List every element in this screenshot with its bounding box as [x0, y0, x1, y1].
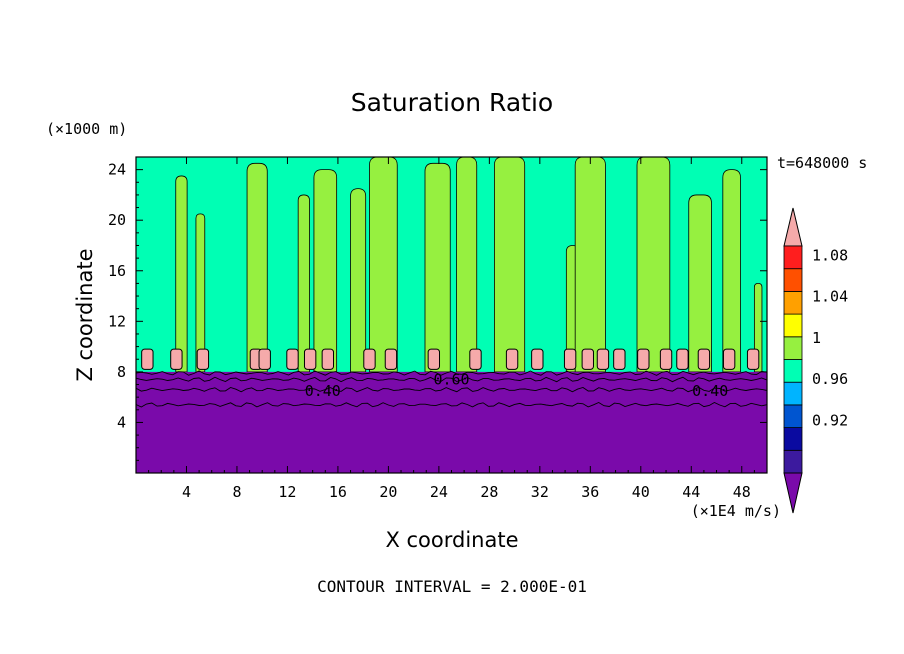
chart-title: Saturation Ratio	[351, 88, 553, 117]
x-tick-label: 24	[430, 483, 448, 501]
contour-label: 0.40	[692, 382, 728, 400]
plume-region	[175, 175, 188, 373]
y-tick-label: 8	[117, 363, 126, 381]
plume-region	[350, 188, 367, 373]
cap-region	[384, 348, 398, 370]
cap-region	[196, 348, 210, 370]
cap-region	[637, 348, 650, 370]
cap-region	[613, 348, 626, 370]
contour-line	[136, 386, 767, 393]
contour-label: 0.40	[305, 382, 341, 400]
colorbar-segment	[783, 381, 803, 406]
contour-line	[136, 401, 767, 408]
cap-region	[505, 348, 519, 370]
colorbar-segment	[783, 427, 803, 451]
cap-region	[469, 348, 482, 370]
contour-interval-note: CONTOUR INTERVAL = 2.000E-01	[317, 577, 587, 596]
cap-region	[141, 348, 154, 370]
y-axis-label: Z coordinate	[73, 248, 97, 381]
x-tick-label: 16	[329, 483, 347, 501]
colorbar-segment	[783, 290, 803, 315]
plume-region	[424, 162, 451, 373]
y-tick-label: 24	[108, 161, 126, 179]
x-tick-label: 32	[531, 483, 549, 501]
x-tick-label: 4	[182, 483, 191, 501]
plume-region	[688, 194, 712, 373]
cap-region	[303, 348, 317, 370]
colorbar-tick-label: 1	[812, 329, 821, 347]
cap-region	[321, 348, 335, 370]
cap-region	[170, 348, 183, 370]
cap-region	[258, 348, 271, 370]
plume-region	[574, 157, 606, 373]
x-tick-label: 28	[480, 483, 498, 501]
time-label: t=648000 s	[777, 154, 867, 172]
cap-region	[286, 348, 299, 370]
plume-region	[297, 194, 310, 373]
x-axis-label: X coordinate	[385, 528, 518, 552]
colorbar-tick-label: 1.04	[812, 288, 848, 306]
colorbar-tick-label: 0.96	[812, 370, 848, 388]
cap-region	[676, 348, 689, 370]
contour-line	[136, 370, 767, 376]
colorbar: 0.92 0.96 1 1.04 1.08	[783, 207, 848, 514]
cap-region	[722, 348, 736, 370]
cap-region	[363, 348, 376, 370]
colorbar-under-arrow	[783, 472, 803, 514]
x-tick-label: 12	[278, 483, 296, 501]
x-tick-label: 44	[682, 483, 700, 501]
cap-region	[427, 348, 441, 370]
colorbar-over-arrow	[783, 207, 803, 247]
colorbar-segment	[783, 245, 803, 270]
plume-region	[494, 157, 526, 373]
colorbar-segment	[783, 268, 803, 292]
plume-region	[313, 169, 338, 373]
cap-region	[531, 348, 544, 370]
x-tick-label: 48	[733, 483, 751, 501]
cap-region	[563, 348, 577, 370]
colorbar-segment	[783, 359, 803, 383]
y-tick-label: 4	[117, 413, 126, 431]
y-tick-label: 12	[108, 312, 126, 330]
cap-region	[596, 348, 610, 370]
contour-label: 0.60	[433, 370, 469, 388]
lower-dry-layer	[136, 371, 767, 473]
cap-region	[581, 348, 594, 370]
y-unit-label: (×1000 m)	[46, 120, 127, 138]
colorbar-segment	[783, 313, 803, 338]
colorbar-segment	[783, 336, 803, 360]
cap-region	[746, 348, 760, 370]
x-unit-label: (×1E4 m/s)	[691, 502, 781, 520]
x-axis: 4 8 12 16 20 24 28 32 36 40 44 48	[148, 157, 755, 501]
y-tick-label: 16	[108, 262, 126, 280]
x-tick-label: 36	[581, 483, 599, 501]
y-tick-label: 20	[108, 211, 126, 229]
plume-region	[195, 213, 206, 373]
cap-region	[659, 348, 673, 370]
x-tick-label: 40	[632, 483, 650, 501]
colorbar-segment	[783, 404, 803, 428]
contour-line	[136, 376, 767, 383]
plume-region	[456, 157, 478, 373]
colorbar-tick-label: 0.92	[812, 411, 848, 429]
plume-region	[369, 157, 398, 373]
plume-region	[636, 157, 671, 373]
colorbar-tick-label: 1.08	[812, 246, 848, 264]
x-tick-label: 20	[379, 483, 397, 501]
cap-region	[697, 348, 711, 370]
y-axis: 4 8 12 16 20 24	[108, 161, 767, 461]
plot-area: 0.40 0.60 0.40	[136, 157, 767, 473]
x-tick-label: 8	[232, 483, 241, 501]
colorbar-segment	[783, 449, 803, 474]
plume-region	[722, 169, 741, 373]
plume-region	[246, 162, 268, 373]
